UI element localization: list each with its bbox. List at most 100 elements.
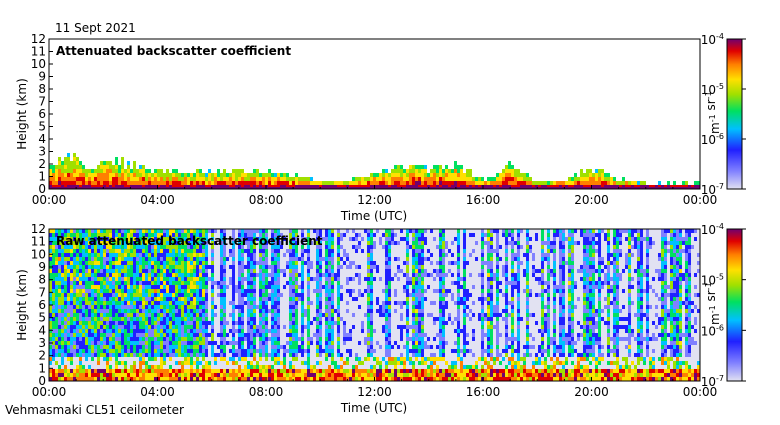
heatmap-cell bbox=[58, 345, 61, 349]
heatmap-cell bbox=[199, 373, 202, 377]
heatmap-cell bbox=[469, 173, 472, 177]
heatmap-cell bbox=[241, 297, 244, 301]
heatmap-cell bbox=[160, 317, 163, 321]
heatmap-cell bbox=[229, 369, 232, 373]
heatmap-cell bbox=[313, 325, 316, 329]
heatmap-cell bbox=[76, 349, 79, 353]
heatmap-cell bbox=[52, 249, 55, 253]
heatmap-cell bbox=[208, 297, 211, 301]
heatmap-cell bbox=[253, 361, 256, 365]
heatmap-cell bbox=[385, 177, 388, 181]
heatmap-cell bbox=[244, 329, 247, 333]
heatmap-cell bbox=[178, 333, 181, 337]
heatmap-cell bbox=[610, 177, 613, 181]
heatmap-cell bbox=[118, 285, 121, 289]
heatmap-cell bbox=[262, 265, 265, 269]
heatmap-cell bbox=[88, 337, 91, 341]
heatmap-cell bbox=[292, 293, 295, 297]
heatmap-cell bbox=[73, 317, 76, 321]
heatmap-cell bbox=[343, 285, 346, 289]
heatmap-cell bbox=[88, 281, 91, 285]
heatmap-cell bbox=[121, 313, 124, 317]
heatmap-cell bbox=[331, 305, 334, 309]
heatmap-cell bbox=[160, 261, 163, 265]
heatmap-cell bbox=[103, 277, 106, 281]
heatmap-cell bbox=[148, 301, 151, 305]
heatmap-cell bbox=[316, 373, 319, 377]
heatmap-cell bbox=[265, 361, 268, 365]
heatmap-cell bbox=[343, 377, 346, 381]
heatmap-cell bbox=[154, 281, 157, 285]
heatmap-cell bbox=[130, 341, 133, 345]
heatmap-cell bbox=[346, 345, 349, 349]
heatmap-cell bbox=[343, 365, 346, 369]
heatmap-cell bbox=[64, 377, 67, 381]
heatmap-cell bbox=[208, 357, 211, 361]
heatmap-cell bbox=[259, 333, 262, 337]
heatmap-cell bbox=[601, 173, 604, 177]
heatmap-cell bbox=[211, 369, 214, 373]
heatmap-cell bbox=[337, 285, 340, 289]
heatmap-cell bbox=[97, 341, 100, 345]
heatmap-cell bbox=[70, 285, 73, 289]
heatmap-cell bbox=[232, 341, 235, 345]
heatmap-cell bbox=[154, 361, 157, 365]
heatmap-cell bbox=[145, 177, 148, 181]
heatmap-cell bbox=[349, 233, 352, 237]
heatmap-cell bbox=[121, 265, 124, 269]
heatmap-cell bbox=[142, 261, 145, 265]
heatmap-cell bbox=[232, 265, 235, 269]
heatmap-cell bbox=[334, 253, 337, 257]
heatmap-cell bbox=[628, 181, 631, 185]
heatmap-cell bbox=[64, 361, 67, 365]
heatmap-cell bbox=[154, 329, 157, 333]
heatmap-cell bbox=[79, 349, 82, 353]
heatmap-cell bbox=[64, 165, 67, 169]
heatmap-cell bbox=[328, 369, 331, 373]
heatmap-cell bbox=[199, 349, 202, 353]
heatmap-cell bbox=[121, 317, 124, 321]
heatmap-cell bbox=[622, 181, 625, 185]
heatmap-cell bbox=[136, 373, 139, 377]
heatmap-cell bbox=[292, 325, 295, 329]
heatmap-cell bbox=[253, 277, 256, 281]
heatmap-cell bbox=[313, 273, 316, 277]
heatmap-cell bbox=[157, 249, 160, 253]
heatmap-cell bbox=[265, 329, 268, 333]
heatmap-cell bbox=[151, 349, 154, 353]
heatmap-cell bbox=[94, 345, 97, 349]
heatmap-cell bbox=[208, 285, 211, 289]
heatmap-cell bbox=[130, 285, 133, 289]
heatmap-cell bbox=[337, 373, 340, 377]
heatmap-cell bbox=[337, 353, 340, 357]
heatmap-cell bbox=[433, 165, 436, 169]
heatmap-cell bbox=[112, 337, 115, 341]
heatmap-cell bbox=[82, 273, 85, 277]
heatmap-cell bbox=[250, 369, 253, 373]
heatmap-cell bbox=[214, 357, 217, 361]
heatmap-cell bbox=[118, 173, 121, 177]
heatmap-cell bbox=[277, 297, 280, 301]
heatmap-cell bbox=[130, 257, 133, 261]
heatmap-cell bbox=[184, 369, 187, 373]
heatmap-cell bbox=[301, 353, 304, 357]
heatmap-cell bbox=[307, 285, 310, 289]
heatmap-cell bbox=[292, 329, 295, 333]
heatmap-cell bbox=[133, 329, 136, 333]
x-tick-label: 00:00 bbox=[32, 193, 67, 207]
heatmap-cell bbox=[229, 325, 232, 329]
heatmap-cell bbox=[184, 353, 187, 357]
heatmap-cell bbox=[85, 349, 88, 353]
heatmap-cell bbox=[214, 265, 217, 269]
heatmap-cell bbox=[187, 273, 190, 277]
heatmap-cell bbox=[103, 181, 106, 185]
heatmap-cell bbox=[178, 289, 181, 293]
heatmap-cell bbox=[148, 269, 151, 273]
heatmap-cell bbox=[250, 317, 253, 321]
heatmap-cell bbox=[343, 261, 346, 265]
heatmap-cell bbox=[244, 277, 247, 281]
heatmap-cell bbox=[181, 177, 184, 181]
heatmap-cell bbox=[349, 249, 352, 253]
heatmap-cell bbox=[265, 333, 268, 337]
heatmap-cell bbox=[277, 269, 280, 273]
